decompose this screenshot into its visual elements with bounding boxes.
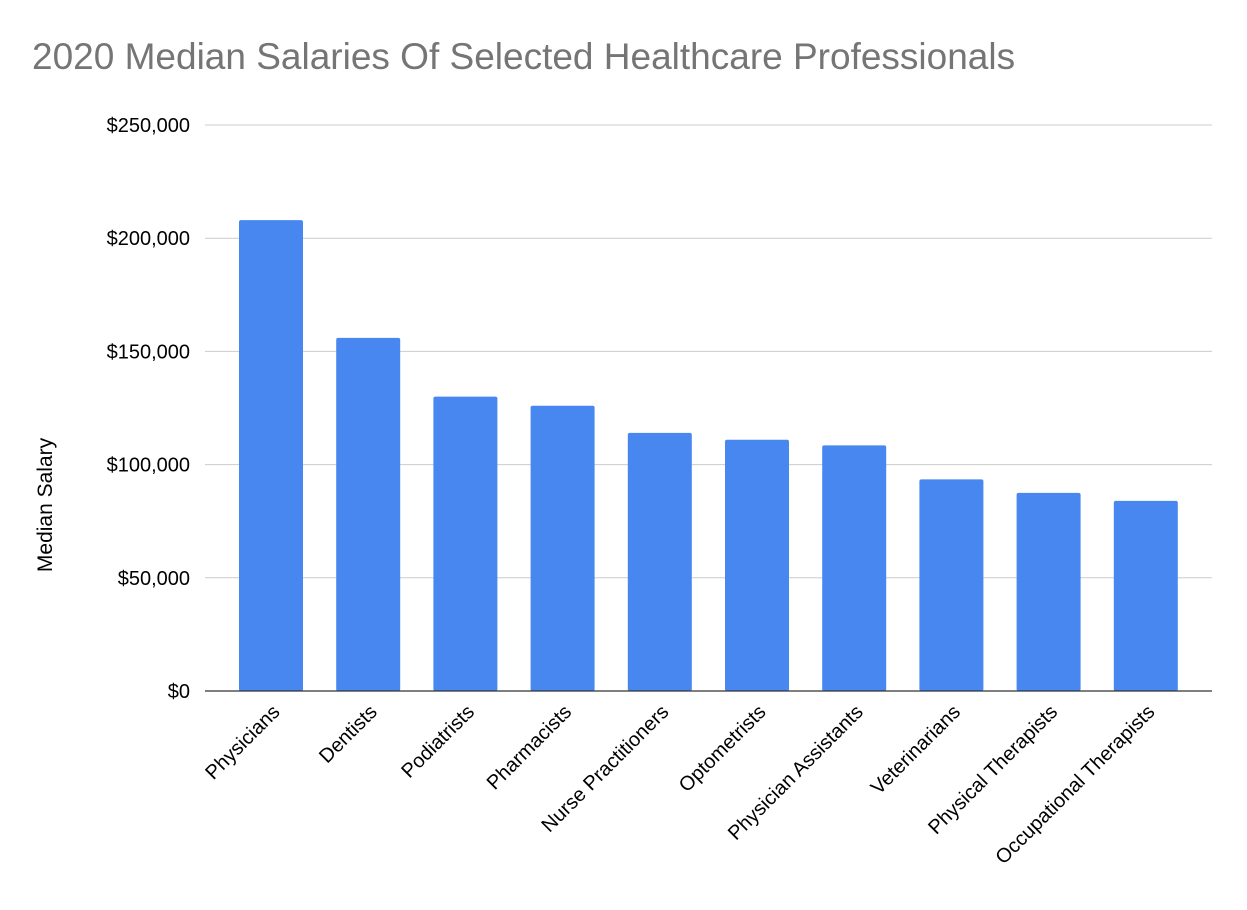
bar [822,445,887,691]
chart-title: 2020 Median Salaries Of Selected Healthc… [32,36,1016,77]
bar [433,396,498,691]
y-tick-label: $100,000 [107,455,190,477]
bar [530,405,595,691]
bar [627,432,692,691]
x-tick-label: Occupational Therapists [992,701,1160,869]
y-tick-label: $50,000 [118,568,190,590]
bar [336,337,401,691]
x-tick-label: Dentists [315,701,382,768]
x-tick-label: Veterinarians [867,701,965,799]
x-tick-label: Podiatrists [397,701,479,783]
y-tick-label: $150,000 [107,341,190,363]
x-tick-label: Optometrists [675,701,771,797]
y-tick-label: $0 [168,681,190,703]
y-tick-label: $200,000 [107,228,190,250]
x-tick-label: Pharmacists [483,701,576,794]
bar [919,479,984,691]
y-axis-label: Median Salary [34,437,57,572]
bar [1113,500,1178,691]
bar [1016,492,1081,691]
x-tick-label: Physicians [201,701,284,784]
y-tick-label: $250,000 [107,115,190,137]
y-axis-ticks: $0 $50,000 $100,000 $150,000 $200,000 $250,00… [107,115,190,703]
bars [239,220,1178,691]
bar [725,439,789,691]
bar [239,220,303,691]
x-axis-labels: Physicians Dentists Podiatrists Pharmacists… [201,701,1159,869]
